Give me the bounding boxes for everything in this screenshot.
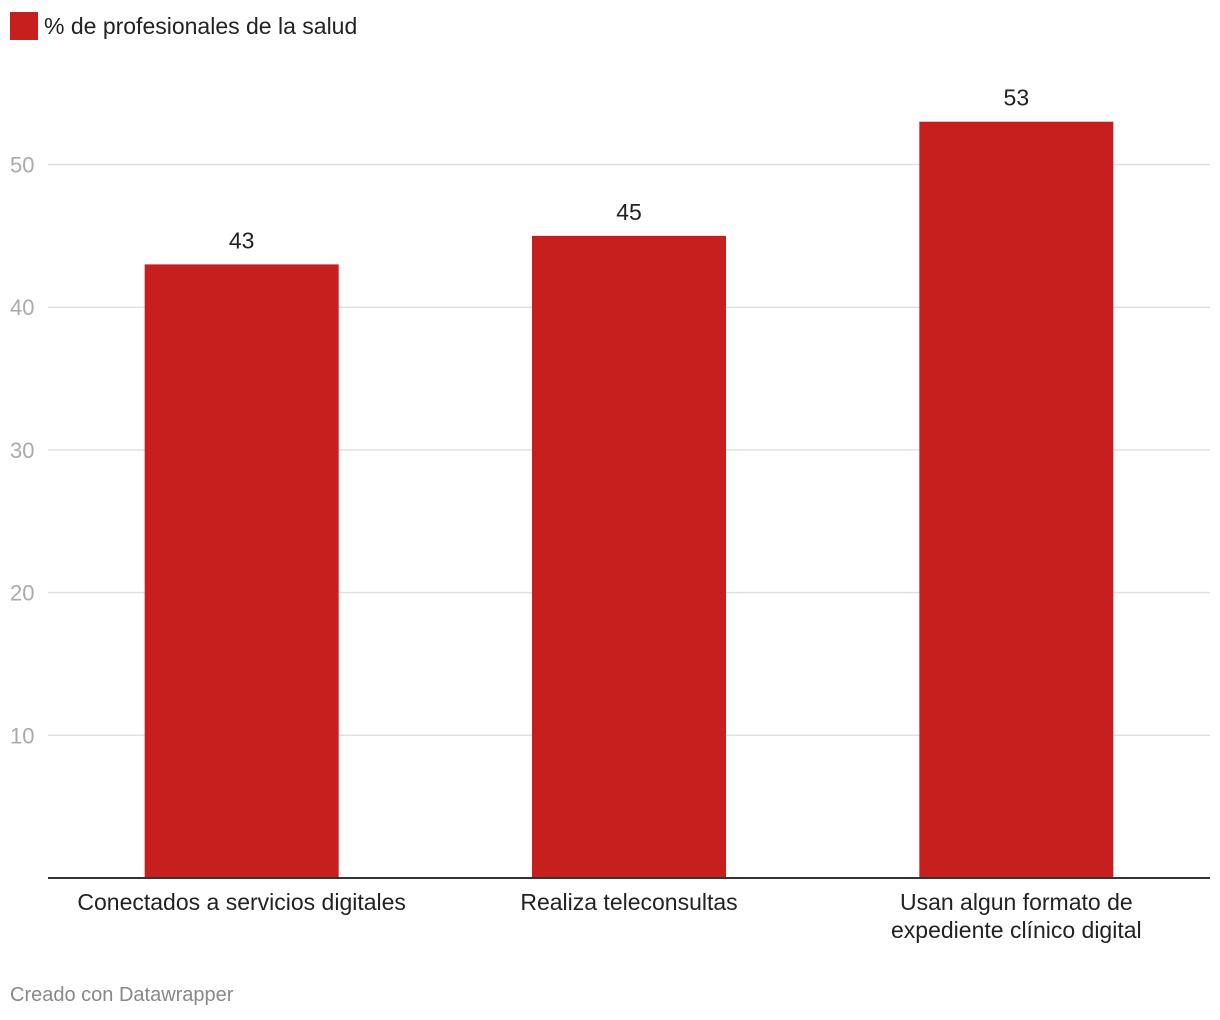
bar xyxy=(144,264,339,878)
y-tick-label: 50 xyxy=(10,153,34,178)
y-tick-label: 40 xyxy=(10,295,34,320)
bar-value-label: 43 xyxy=(229,227,255,253)
x-category-label: Conectados a servicios digitales xyxy=(77,889,406,915)
x-category-label: expediente clínico digital xyxy=(891,917,1142,943)
footer-credit: Creado con Datawrapper xyxy=(10,984,234,1006)
bar xyxy=(532,235,726,879)
x-category-label: Realiza teleconsultas xyxy=(520,889,737,915)
bar-chart: 10 20 30 40 50 43 Conectados a servicios digit… xyxy=(10,85,1210,943)
y-tick-label: 20 xyxy=(10,581,34,606)
bar xyxy=(919,121,1114,878)
x-category-label: Usan algun formato de xyxy=(900,889,1133,915)
legend: % de profesionales de la salud xyxy=(10,12,357,40)
legend-swatch xyxy=(10,12,38,40)
bar-value-label: 45 xyxy=(616,199,642,225)
y-tick-label: 10 xyxy=(10,723,34,748)
legend-label: % de profesionales de la salud xyxy=(44,12,358,39)
bar-value-label: 53 xyxy=(1004,85,1030,111)
y-tick-label: 30 xyxy=(10,438,34,463)
